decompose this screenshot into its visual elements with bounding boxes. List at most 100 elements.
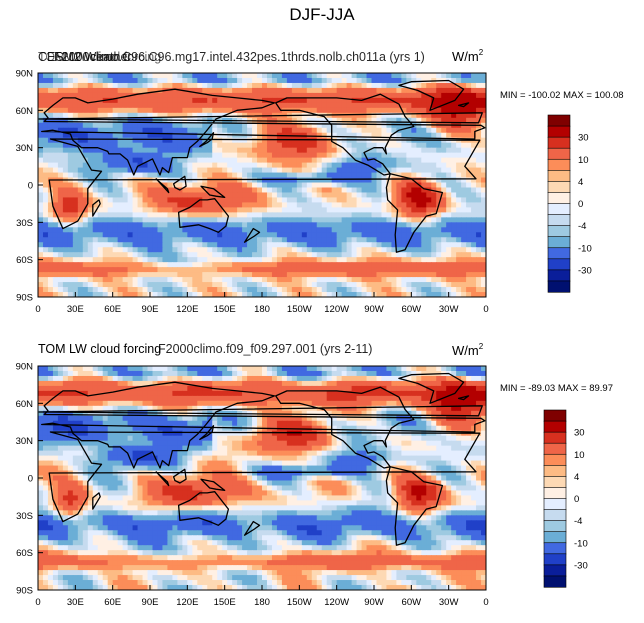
field-cell xyxy=(372,192,378,198)
field-cell xyxy=(386,153,392,159)
field-cell xyxy=(162,242,168,248)
field-cell xyxy=(416,73,422,79)
field-cell xyxy=(272,163,278,169)
field-cell xyxy=(232,282,238,288)
field-cell xyxy=(58,252,64,258)
field-cell xyxy=(262,247,268,253)
field-cell xyxy=(262,128,268,134)
field-cell xyxy=(421,247,427,253)
field-cell xyxy=(401,197,407,203)
field-cell xyxy=(441,287,447,293)
field-cell xyxy=(476,153,482,159)
field-cell xyxy=(167,138,173,144)
field-cell xyxy=(143,287,149,293)
field-cell xyxy=(302,192,308,198)
field-cell xyxy=(391,108,397,114)
field-cell xyxy=(167,98,173,104)
field-cell xyxy=(128,391,134,397)
field-cell xyxy=(222,168,228,174)
field-cell xyxy=(43,252,49,258)
field-cell xyxy=(192,192,198,198)
field-cell xyxy=(108,163,114,169)
field-cell xyxy=(337,73,343,79)
field-cell xyxy=(282,282,288,288)
field-cell xyxy=(451,187,457,193)
field-cell xyxy=(162,197,168,203)
field-cell xyxy=(222,376,228,382)
field-cell xyxy=(297,168,303,174)
field-cell xyxy=(73,113,79,119)
field-cell xyxy=(262,227,268,233)
field-cell xyxy=(128,197,134,203)
field-cell xyxy=(436,153,442,159)
field-cell xyxy=(391,143,397,149)
field-cell xyxy=(113,212,119,218)
field-cell xyxy=(416,108,422,114)
field-cell xyxy=(441,252,447,258)
field-cell xyxy=(232,168,238,174)
field-cell xyxy=(128,252,134,258)
field-cell xyxy=(446,173,452,179)
field-cell xyxy=(192,113,198,119)
field-cell xyxy=(362,267,368,273)
field-cell xyxy=(421,153,427,159)
field-cell xyxy=(53,78,59,84)
field-cell xyxy=(182,257,188,263)
field-cell xyxy=(302,103,308,109)
field-cell xyxy=(113,158,119,164)
field-cell xyxy=(118,371,124,377)
field-cell xyxy=(451,173,457,179)
field-cell xyxy=(227,227,233,233)
field-cell xyxy=(287,143,293,149)
field-cell xyxy=(162,103,168,109)
field-cell xyxy=(43,143,49,149)
field-cell xyxy=(152,143,158,149)
field-cell xyxy=(327,396,333,402)
field-cell xyxy=(232,128,238,134)
field-cell xyxy=(242,242,248,248)
field-cell xyxy=(247,128,253,134)
field-cell xyxy=(118,168,124,174)
field-cell xyxy=(401,232,407,238)
field-cell xyxy=(362,381,368,387)
field-cell xyxy=(48,148,54,154)
field-cell xyxy=(337,192,343,198)
field-cell xyxy=(88,396,94,402)
field-cell xyxy=(322,262,328,268)
field-cell xyxy=(68,381,74,387)
field-cell xyxy=(113,222,119,228)
field-cell xyxy=(396,163,402,169)
field-cell xyxy=(342,202,348,208)
field-cell xyxy=(212,113,218,119)
field-cell xyxy=(262,158,268,164)
field-cell xyxy=(207,406,213,412)
field-cell xyxy=(58,78,64,84)
field-cell xyxy=(242,88,248,94)
field-cell xyxy=(461,366,467,372)
field-cell xyxy=(376,237,382,243)
field-cell xyxy=(88,197,94,203)
field-cell xyxy=(43,227,49,233)
field-cell xyxy=(272,257,278,263)
field-cell xyxy=(53,232,59,238)
panel-2-title-2: F2000climo.f09_f09.297.001 (yrs 2-11) xyxy=(158,342,372,356)
field-cell xyxy=(63,277,69,283)
field-cell xyxy=(287,83,293,89)
field-cell xyxy=(157,153,163,159)
field-cell xyxy=(317,183,323,189)
field-cell xyxy=(282,148,288,154)
field-cell xyxy=(98,192,104,198)
field-cell xyxy=(362,282,368,288)
field-cell xyxy=(362,207,368,213)
field-cell xyxy=(257,252,263,258)
field-cell xyxy=(282,153,288,159)
field-cell xyxy=(471,272,477,278)
field-cell xyxy=(73,192,79,198)
field-cell xyxy=(172,396,178,402)
field-cell xyxy=(38,148,44,154)
field-cell xyxy=(93,108,99,114)
field-cell xyxy=(152,128,158,134)
field-cell xyxy=(192,153,198,159)
field-cell xyxy=(187,212,193,218)
field-cell xyxy=(376,287,382,293)
